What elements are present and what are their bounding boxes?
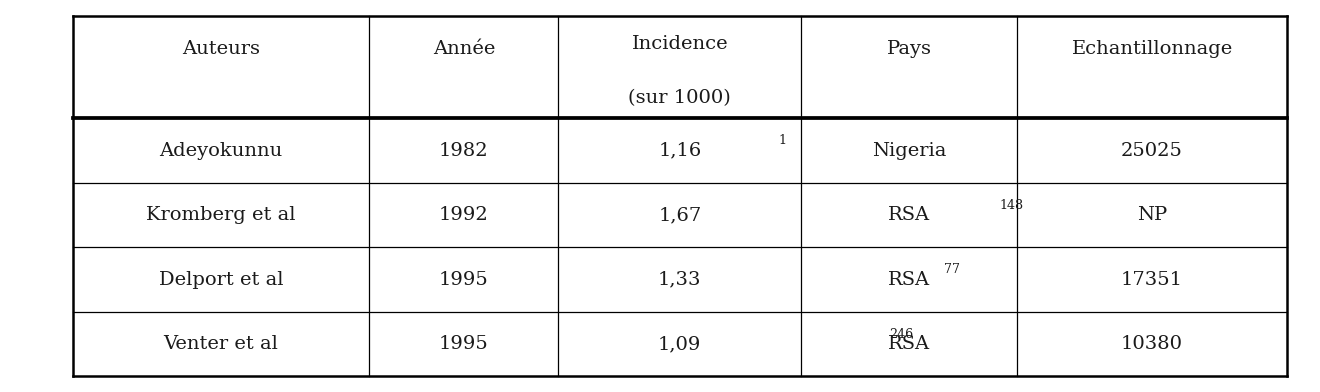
Text: 1,09: 1,09 <box>659 335 701 353</box>
Text: NP: NP <box>1137 206 1167 224</box>
Text: Incidence: Incidence <box>631 35 729 53</box>
Text: 1995: 1995 <box>440 270 488 289</box>
Text: Pays: Pays <box>887 40 932 58</box>
Text: 1995: 1995 <box>440 335 488 353</box>
Text: 1,33: 1,33 <box>659 270 701 289</box>
Text: 25025: 25025 <box>1121 142 1183 160</box>
Text: Nigeria: Nigeria <box>873 142 946 160</box>
Text: 1992: 1992 <box>440 206 488 224</box>
Text: RSA: RSA <box>888 335 931 353</box>
Text: Année: Année <box>433 40 495 58</box>
Text: 148: 148 <box>999 199 1024 212</box>
Text: 10380: 10380 <box>1121 335 1183 353</box>
Text: RSA: RSA <box>888 206 931 224</box>
Text: 1982: 1982 <box>440 142 488 160</box>
Text: Auteurs: Auteurs <box>182 40 260 58</box>
Text: Adeyokunnu: Adeyokunnu <box>160 142 282 160</box>
Text: 1,67: 1,67 <box>659 206 701 224</box>
Text: Echantillonnage: Echantillonnage <box>1072 40 1233 58</box>
Text: 1: 1 <box>777 134 787 147</box>
Text: Kromberg et al: Kromberg et al <box>147 206 296 224</box>
Text: Venter et al: Venter et al <box>164 335 279 353</box>
Text: Delport et al: Delport et al <box>158 270 284 289</box>
Text: 1,16: 1,16 <box>659 142 701 160</box>
Text: (sur 1000): (sur 1000) <box>628 89 731 107</box>
Text: 77: 77 <box>944 263 961 276</box>
Text: RSA: RSA <box>888 270 931 289</box>
Text: 17351: 17351 <box>1121 270 1183 289</box>
Text: 246: 246 <box>888 328 913 341</box>
